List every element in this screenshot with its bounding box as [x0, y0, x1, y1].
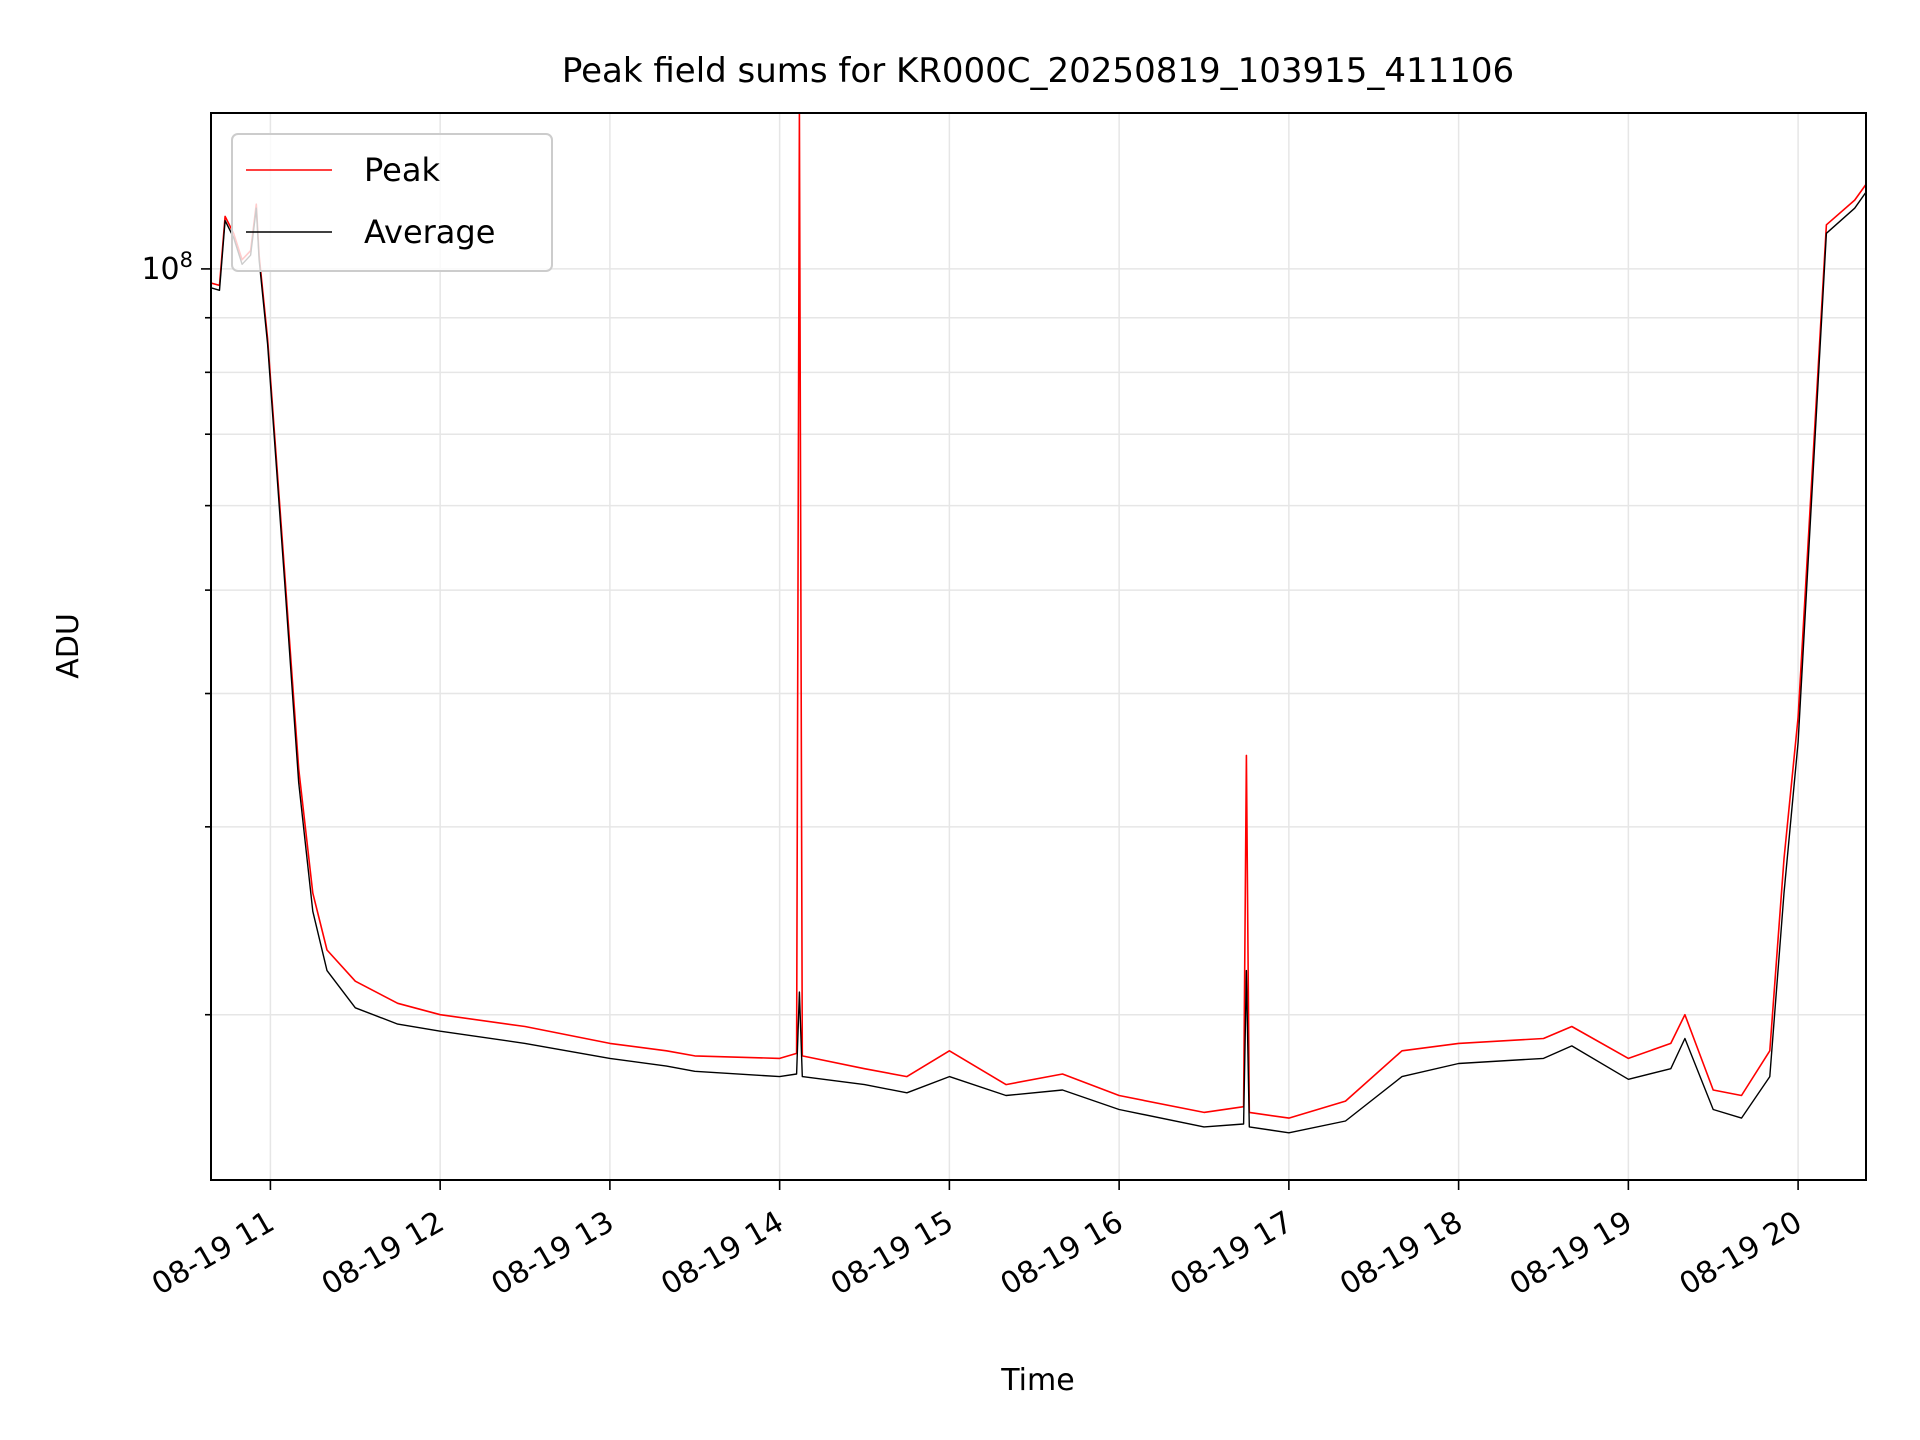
y-axis-label: ADU	[51, 613, 86, 679]
chart-title: Peak field sums for KR000C_20250819_1039…	[562, 51, 1514, 91]
legend-label-peak: Peak	[364, 151, 440, 189]
plot-frame	[210, 112, 1867, 1181]
legend-label-average: Average	[364, 213, 495, 251]
legend-box	[231, 133, 553, 272]
series-line-average	[211, 191, 1866, 1134]
grid	[211, 113, 1866, 1180]
legend: Peak Average	[231, 133, 553, 272]
x-axis-label: Time	[1000, 1363, 1074, 1398]
plot-lines	[211, 113, 1866, 1134]
